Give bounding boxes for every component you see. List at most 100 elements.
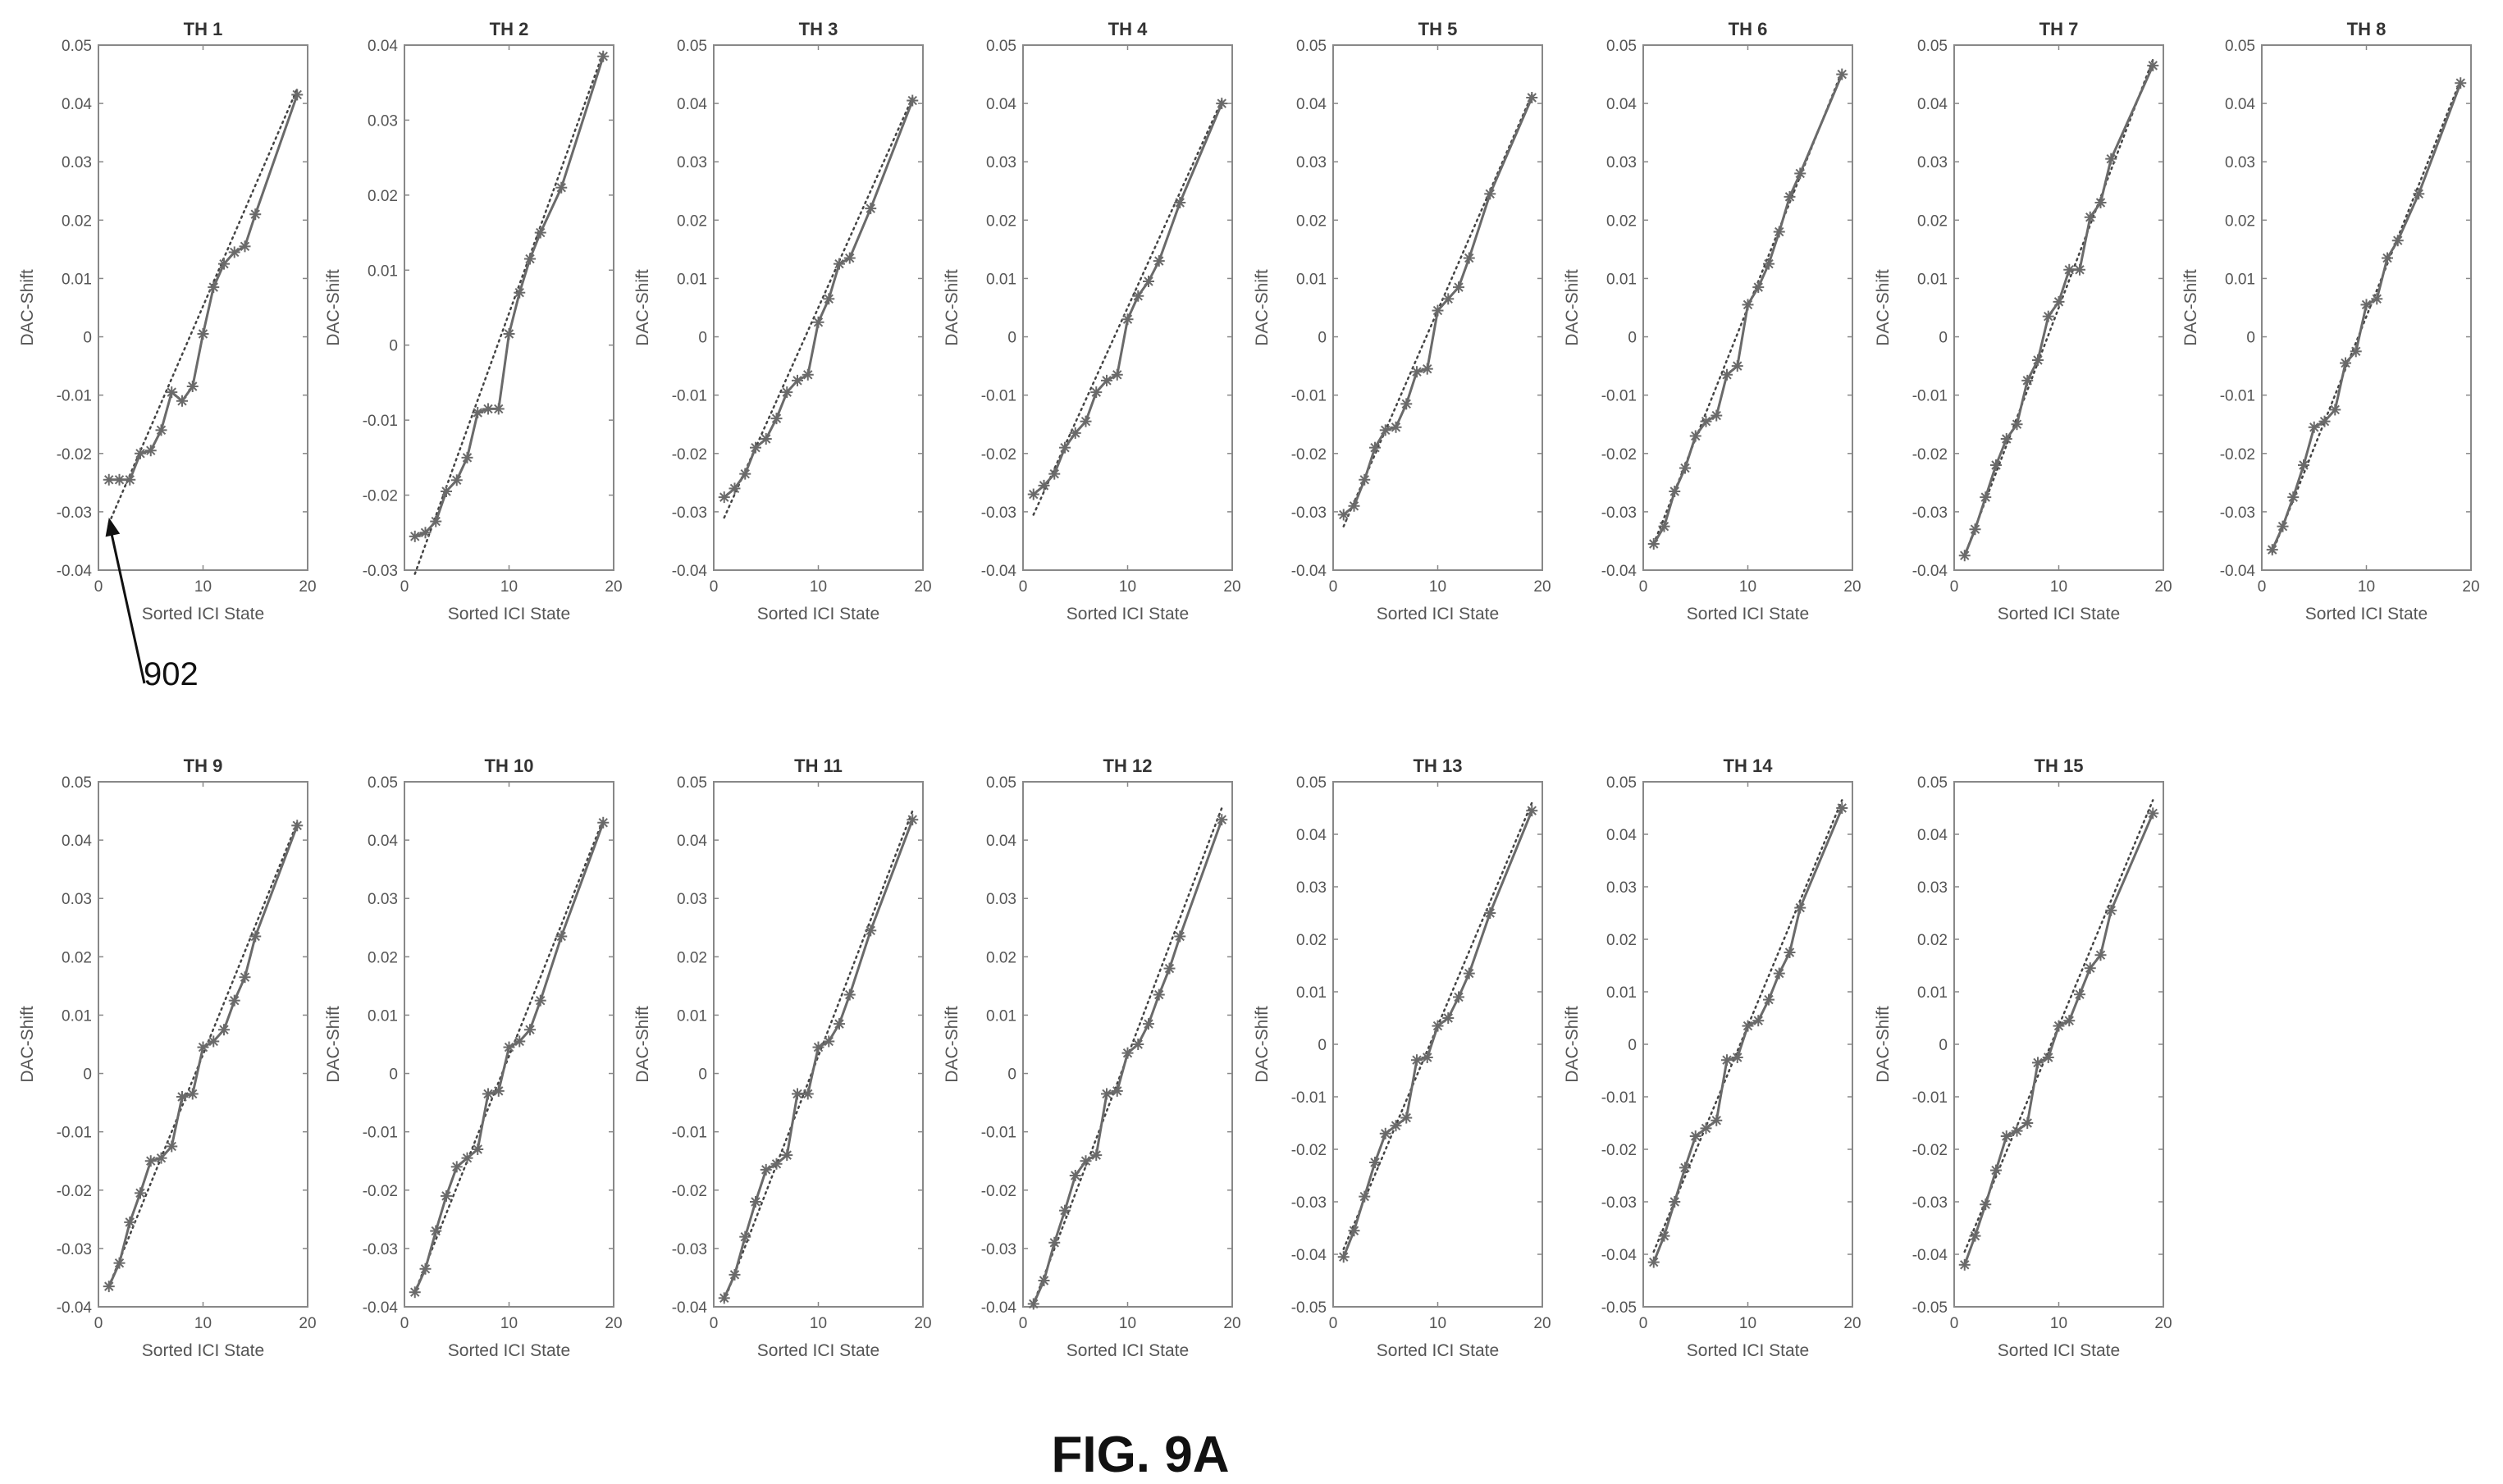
data-point [1421,363,1433,375]
marker-stroke [792,376,802,386]
y-tick-label: -0.04 [1601,563,1637,580]
data-point [843,252,856,264]
data-point [2021,1117,2034,1129]
y-tick-label: 0 [1318,330,1327,347]
x-tick-label: 0 [94,1315,103,1332]
marker-stroke [2002,1131,2012,1141]
x-tick-label: 0 [94,578,103,596]
marker-stroke [230,247,240,258]
chart-title: TH 9 [184,756,223,776]
marker-stroke [1029,489,1039,500]
marker-stroke [1443,294,1453,304]
data-point [1121,1047,1134,1059]
marker-stroke [2033,1057,2043,1068]
chart-panel-10: TH 10 -0.04 -0.03 -0.02 -0.01 0 0.01 0.02 0.03 0.… [324,756,623,1360]
marker-stroke [1980,1199,1990,1209]
data-point [1647,538,1660,550]
x-tick-label: 10 [500,578,518,596]
data-point [2340,357,2351,369]
x-tick-label: 10 [1739,578,1756,596]
marker-stroke [525,253,535,264]
x-axis-label: Sorted ICI State [1377,1341,1499,1360]
data-point [1763,258,1774,270]
y-tick-label: 0.05 [1296,774,1327,792]
data-point [419,527,432,539]
data-point [812,1041,824,1053]
data-point [472,1144,484,1155]
y-tick-label: 0.04 [1296,96,1327,113]
y-tick-label: -0.02 [1291,1142,1327,1159]
y-tick-label: -0.01 [981,388,1016,405]
y-tick-label: -0.01 [1601,1089,1637,1107]
chart-panel-1: TH 1 -0.04 -0.03 -0.02 -0.01 0 0.01 0.02 0.03 0.0… [18,19,317,623]
y-axis-label: DAC-Shift [18,1006,37,1083]
data-point [1958,1258,1971,1271]
marker-stroke [824,1036,834,1047]
marker-stroke [2351,346,2361,357]
y-tick-label: -0.01 [1912,1089,1948,1107]
marker-stroke [2148,808,2158,819]
data-point [2042,310,2054,322]
marker-stroke [1039,1276,1049,1285]
data-point [197,328,209,340]
data-point [1484,907,1496,919]
marker-stroke [1029,1299,1039,1309]
y-tick-label: -0.04 [672,563,708,580]
marker-stroke [2085,963,2095,973]
data-point [865,203,877,215]
y-tick-label: 0.01 [62,1007,92,1025]
data-point [492,1084,505,1097]
marker-stroke [2341,358,2350,368]
x-tick-label: 0 [1950,578,1959,596]
marker-stroke [250,931,260,942]
y-tick-label: 0.02 [62,949,92,966]
y-tick-label: 0 [2246,330,2255,347]
marker-stroke [104,475,114,485]
marker-stroke [1217,98,1226,108]
marker-stroke [866,925,875,936]
data-point [907,814,919,826]
data-point [1969,1230,1981,1242]
y-tick-label: -0.02 [1291,446,1327,463]
y-axis-label: DAC-Shift [18,269,37,346]
y-tick-label: 0.03 [368,112,398,130]
y-tick-label: 0 [389,1066,398,1084]
marker-stroke [1795,902,1805,913]
marker-stroke [2414,189,2423,199]
y-axis-label: DAC-Shift [324,269,343,346]
data-point [597,50,610,62]
y-tick-label: 0.04 [677,96,707,113]
data-point [419,1263,432,1275]
data-point [461,1152,473,1164]
data-point [1174,197,1186,208]
y-tick-label: 0.04 [2225,96,2255,113]
marker-stroke [813,317,824,327]
y-axis-label: DAC-Shift [633,269,652,346]
data-point [1090,1149,1103,1162]
data-point [1411,366,1423,378]
marker-stroke [1691,1131,1701,1141]
data-point [1369,441,1381,454]
callout-arrow-head [105,518,121,537]
x-tick-label: 10 [2050,578,2067,596]
marker-stroke [483,1089,493,1099]
marker-stroke [751,442,760,453]
marker-stroke [1443,1013,1453,1023]
data-point [739,1231,751,1243]
y-tick-label: 0.03 [368,891,398,908]
marker-stroke [1401,399,1411,409]
marker-stroke [292,820,302,831]
data-point [1153,989,1165,1001]
marker-stroke [824,294,834,304]
data-point [834,1018,845,1030]
y-tick-label: 0.05 [986,38,1016,55]
data-point [2074,989,2085,1001]
data-point [718,491,730,504]
data-point [2360,299,2373,311]
y-tick-label: 0.01 [1606,271,1637,288]
y-tick-label: 0.02 [1917,932,1948,949]
marker-stroke [751,1197,760,1207]
data-point [2094,949,2107,961]
y-tick-label: 0.02 [1606,932,1637,949]
y-tick-label: 0.05 [677,38,707,55]
